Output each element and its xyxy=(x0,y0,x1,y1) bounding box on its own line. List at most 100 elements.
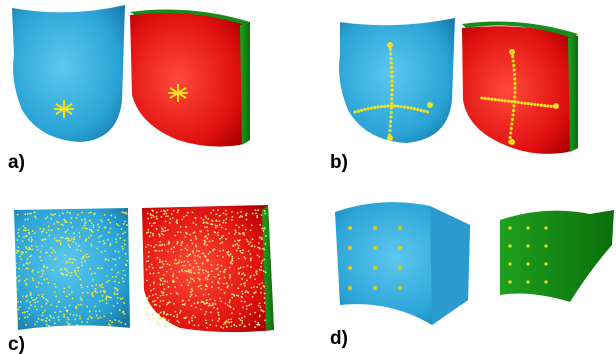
dot xyxy=(158,316,160,318)
dot xyxy=(246,219,248,221)
dot xyxy=(211,286,213,288)
dot xyxy=(94,290,96,292)
dot xyxy=(174,286,176,288)
dot xyxy=(123,212,125,214)
dot xyxy=(168,242,170,244)
dot xyxy=(230,325,232,327)
dot xyxy=(167,263,169,265)
dot xyxy=(179,260,181,262)
dot xyxy=(173,273,175,275)
dot xyxy=(91,245,93,247)
dot xyxy=(169,222,171,224)
dot xyxy=(253,286,255,288)
dot xyxy=(188,269,190,271)
dot xyxy=(494,98,497,101)
dot xyxy=(29,262,31,264)
dot xyxy=(23,264,25,266)
dot xyxy=(60,224,62,226)
dot xyxy=(390,79,393,82)
dot xyxy=(25,324,27,326)
dot xyxy=(157,297,159,299)
dot xyxy=(198,272,200,274)
dot xyxy=(204,226,206,228)
dot xyxy=(259,224,261,226)
dot xyxy=(148,251,150,253)
dot xyxy=(512,109,515,112)
dot xyxy=(104,292,106,294)
dot xyxy=(112,276,114,278)
dot xyxy=(84,225,86,227)
figure: a) b) c) d) xyxy=(0,0,616,354)
dot xyxy=(89,220,91,222)
dot xyxy=(389,120,392,123)
dot xyxy=(165,213,167,215)
dot xyxy=(264,210,266,212)
dot xyxy=(78,304,80,306)
dot xyxy=(81,298,83,300)
dot xyxy=(156,216,158,218)
dot xyxy=(264,293,266,295)
dot xyxy=(238,268,240,270)
dot xyxy=(152,214,154,216)
dot xyxy=(164,227,166,229)
dot xyxy=(94,272,96,274)
dot xyxy=(154,250,156,252)
dot xyxy=(169,264,171,266)
dot xyxy=(159,305,161,307)
dot xyxy=(162,292,164,294)
dot xyxy=(54,213,56,215)
dot xyxy=(100,316,102,318)
dot xyxy=(206,302,208,304)
dot xyxy=(247,241,249,243)
dot xyxy=(228,232,230,234)
dot xyxy=(504,99,507,102)
dot xyxy=(62,224,64,226)
dot xyxy=(222,327,224,329)
dot xyxy=(164,324,166,326)
dot xyxy=(187,212,189,214)
dot xyxy=(68,294,70,296)
dot xyxy=(512,104,515,107)
dot xyxy=(226,287,228,289)
dot xyxy=(69,246,71,248)
dot xyxy=(104,214,106,216)
dot xyxy=(84,260,86,262)
dot xyxy=(216,225,218,227)
dot xyxy=(174,311,176,313)
dot xyxy=(73,232,75,234)
dot xyxy=(187,284,189,286)
dot xyxy=(239,313,241,315)
dot xyxy=(54,291,56,293)
dot xyxy=(426,110,429,113)
dot xyxy=(41,283,43,285)
dot xyxy=(259,283,261,285)
dot xyxy=(18,229,20,231)
dot xyxy=(225,209,227,211)
dot xyxy=(37,249,39,251)
dot xyxy=(85,240,87,242)
dot xyxy=(200,217,202,219)
dot xyxy=(497,98,500,101)
dot xyxy=(400,105,403,108)
dot xyxy=(59,240,61,242)
dot xyxy=(153,222,155,224)
dot xyxy=(46,267,48,269)
dot xyxy=(29,314,31,316)
dot xyxy=(245,258,247,260)
dot xyxy=(195,246,197,248)
dot xyxy=(166,271,168,273)
dot xyxy=(230,321,232,323)
dot xyxy=(163,263,165,265)
dot xyxy=(33,279,35,281)
dot xyxy=(152,267,154,269)
dot xyxy=(160,280,162,282)
dot xyxy=(206,226,208,228)
dot xyxy=(117,272,119,274)
dot xyxy=(30,304,32,306)
dot xyxy=(208,253,210,255)
dot xyxy=(53,223,55,225)
dot xyxy=(156,218,158,220)
dot xyxy=(185,247,187,249)
dot xyxy=(245,229,247,231)
panel-d xyxy=(335,202,614,325)
